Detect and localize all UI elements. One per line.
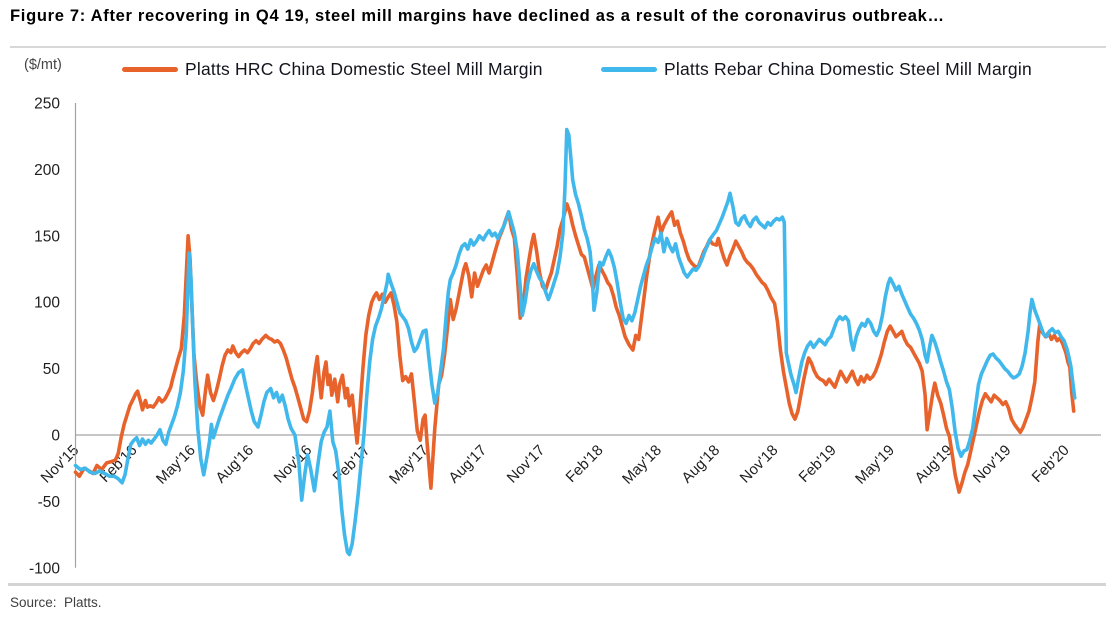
y-tick-label: 250: [34, 96, 60, 113]
x-tick-label: Aug'16: [212, 442, 257, 487]
hrc-legend-swatch-icon: [122, 66, 178, 72]
y-axis-unit-label: ($/mt): [24, 57, 62, 73]
legend-item-hrc: Platts HRC China Domestic Steel Mill Mar…: [122, 58, 543, 80]
x-tick-label: May'16: [153, 442, 199, 488]
y-tick-label: 0: [51, 428, 60, 445]
y-tick-label: 200: [34, 162, 60, 179]
x-tick-label: Nov'17: [504, 442, 549, 487]
x-tick-label: Feb'18: [563, 442, 607, 486]
source-note: Source: Platts.: [10, 595, 102, 610]
series-line-hrc: [73, 202, 1076, 494]
x-tick-label: Nov'19: [970, 442, 1015, 487]
x-tick-label: Nov'18: [737, 442, 782, 487]
top-divider: [10, 46, 1106, 48]
y-tick-label: 50: [43, 361, 61, 378]
legend-item-rebar: Platts Rebar China Domestic Steel Mill M…: [601, 58, 1032, 80]
y-tick-label: 150: [34, 228, 60, 245]
x-tick-label: Aug'17: [445, 442, 490, 487]
rebar-legend-label: Platts Rebar China Domestic Steel Mill M…: [664, 58, 1032, 79]
x-tick-label: May'18: [619, 442, 665, 488]
bottom-divider: [8, 583, 1106, 586]
x-tick-label: Feb'19: [796, 442, 840, 486]
rebar-legend-swatch-icon: [601, 66, 657, 72]
x-tick-label: Aug'18: [678, 442, 723, 487]
x-tick-label: May'17: [386, 442, 432, 488]
y-tick-label: -100: [29, 560, 60, 577]
y-tick-label: 100: [34, 295, 60, 312]
series-line-rebar: [73, 127, 1077, 557]
x-tick-label: May'19: [852, 442, 898, 488]
x-tick-label: Feb'20: [1029, 442, 1073, 486]
y-tick-label: -50: [38, 494, 61, 511]
hrc-legend-label: Platts HRC China Domestic Steel Mill Mar…: [185, 58, 543, 79]
figure-title: Figure 7: After recovering in Q4 19, ste…: [10, 7, 945, 25]
